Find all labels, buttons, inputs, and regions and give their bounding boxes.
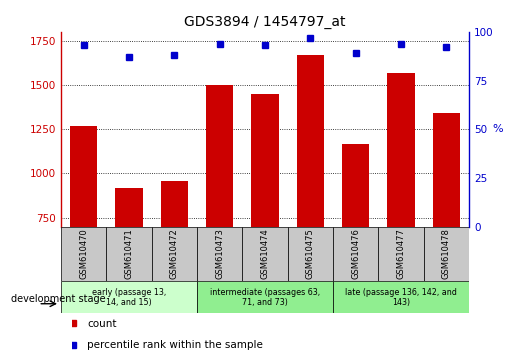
Text: percentile rank within the sample: percentile rank within the sample <box>87 340 263 350</box>
Bar <box>61 227 107 281</box>
Text: GSM610475: GSM610475 <box>306 228 315 279</box>
Bar <box>242 227 288 281</box>
Text: development stage: development stage <box>11 294 105 304</box>
Text: early (passage 13,
14, and 15): early (passage 13, 14, and 15) <box>92 288 166 307</box>
Text: intermediate (passages 63,
71, and 73): intermediate (passages 63, 71, and 73) <box>210 288 320 307</box>
Y-axis label: %: % <box>492 124 503 134</box>
Bar <box>297 55 324 227</box>
Bar <box>423 227 469 281</box>
Bar <box>333 227 378 281</box>
Text: GSM610474: GSM610474 <box>261 228 269 279</box>
Bar <box>387 74 414 227</box>
Text: GSM610476: GSM610476 <box>351 228 360 279</box>
Text: GSM610478: GSM610478 <box>442 228 451 279</box>
Bar <box>61 281 197 313</box>
Text: GSM610472: GSM610472 <box>170 228 179 279</box>
Bar <box>433 113 460 227</box>
Bar <box>161 181 188 227</box>
Bar <box>107 227 152 281</box>
Bar <box>206 85 233 227</box>
Bar <box>288 227 333 281</box>
Text: count: count <box>87 319 117 329</box>
Text: GSM610471: GSM610471 <box>125 228 134 279</box>
Text: GSM610473: GSM610473 <box>215 228 224 279</box>
Bar <box>70 126 97 227</box>
Bar <box>197 227 242 281</box>
Bar <box>152 227 197 281</box>
Bar <box>378 227 423 281</box>
Title: GDS3894 / 1454797_at: GDS3894 / 1454797_at <box>184 16 346 29</box>
Text: GSM610470: GSM610470 <box>79 228 88 279</box>
Bar <box>333 281 469 313</box>
Text: late (passage 136, 142, and
143): late (passage 136, 142, and 143) <box>345 288 457 307</box>
Bar <box>116 188 143 227</box>
Bar <box>251 94 279 227</box>
Bar <box>197 281 333 313</box>
Text: GSM610477: GSM610477 <box>396 228 405 279</box>
Bar <box>342 144 369 227</box>
